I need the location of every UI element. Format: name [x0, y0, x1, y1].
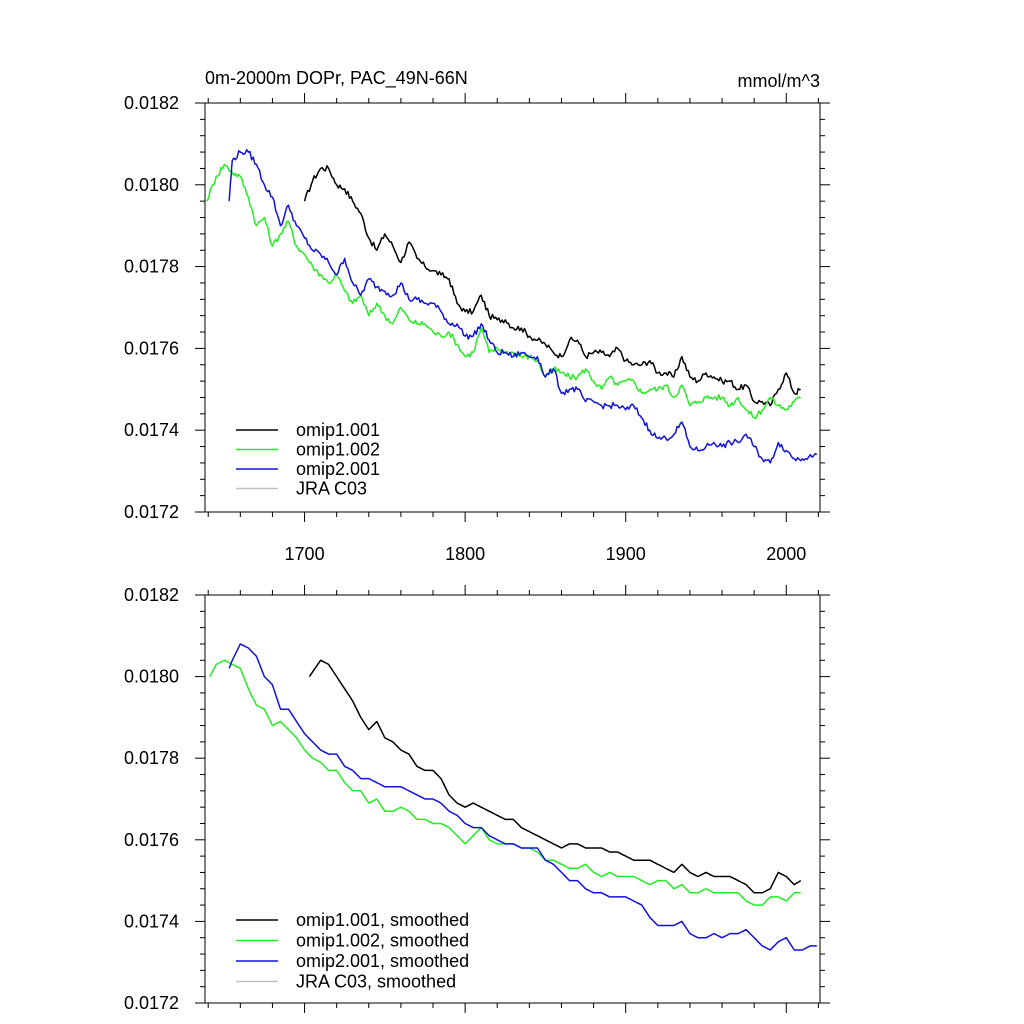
x-tick-label: 1900	[606, 544, 646, 564]
legend-label: omip2.001, smoothed	[296, 951, 469, 971]
y-tick-label: 0.0174	[124, 420, 179, 440]
x-tick-label: 1800	[445, 544, 485, 564]
top-plot-area: 1700 1800 1900 2000 0.0172 0.0174 0.0176 0.0178…	[124, 93, 830, 564]
series-line-omip1-002-smoothed	[209, 659, 801, 906]
series-line-omip2-001	[228, 148, 818, 464]
units-label: mmol/m^3	[738, 71, 820, 91]
y-tick-label: 0.0172	[124, 993, 179, 1013]
series-line-omip2-001-smoothed	[228, 643, 817, 951]
legend-label: omip1.001	[296, 420, 380, 440]
legend-label: omip1.002	[296, 440, 380, 460]
top-panel-title: 0m-2000m DOPr, PAC_49N-66N	[205, 68, 468, 89]
y-tick-label: 0.0182	[124, 585, 179, 605]
y-tick-label: 0.0178	[124, 748, 179, 768]
y-tick-label: 0.0174	[124, 911, 179, 931]
x-tick-label: 1700	[285, 544, 325, 564]
legend-label: omip2.001	[296, 459, 380, 479]
y-tick-label: 0.0180	[124, 175, 179, 195]
bottom-panel: 0.0172 0.0174 0.0176 0.0178 0.0180 0.0182 omip…	[124, 585, 830, 1013]
legend-label: omip1.002, smoothed	[296, 931, 469, 951]
y-tick-label: 0.0176	[124, 830, 179, 850]
bottom-plot-area: 0.0172 0.0174 0.0176 0.0178 0.0180 0.0182 omip…	[124, 585, 830, 1013]
y-tick-label: 0.0176	[124, 338, 179, 358]
top-panel: 0m-2000m DOPr, PAC_49N-66N mmol/m^3 1700…	[124, 68, 830, 564]
series-line-omip1-002	[205, 163, 801, 420]
y-tick-label: 0.0172	[124, 502, 179, 522]
y-tick-label: 0.0180	[124, 667, 179, 687]
series-line-omip1-001	[303, 165, 801, 407]
x-tick-label: 2000	[766, 544, 806, 564]
legend-label: omip1.001, smoothed	[296, 910, 469, 930]
y-tick-label: 0.0182	[124, 93, 179, 113]
legend-label: JRA C03, smoothed	[296, 972, 456, 992]
series-line-omip1-001-smoothed	[308, 659, 802, 894]
plot-frame	[204, 102, 821, 513]
y-tick-label: 0.0178	[124, 257, 179, 277]
plot-frame	[204, 594, 821, 1004]
legend-label: JRA C03	[296, 479, 367, 499]
